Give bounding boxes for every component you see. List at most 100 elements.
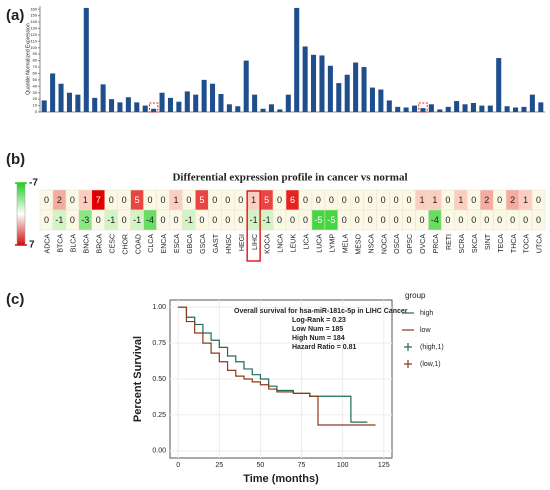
panel-label: (c): [6, 291, 24, 308]
y-tick-label: 0.25: [152, 412, 166, 419]
cell-label: -1: [55, 215, 63, 225]
x-tick-label: LICA: [304, 234, 311, 250]
cell-label: 5: [264, 195, 269, 205]
y-tick-label: 140: [30, 19, 37, 24]
bar: [277, 109, 283, 112]
bar: [420, 108, 426, 112]
bar: [412, 105, 418, 112]
cell-label: 0: [497, 215, 502, 225]
x-tick-label: MESO: [355, 233, 362, 254]
annotation: Low Num = 185: [292, 326, 343, 333]
y-tick-label: 60: [33, 71, 38, 76]
cell-label: 0: [316, 195, 321, 205]
cell-label: 0: [70, 215, 75, 225]
cell-label: 0: [109, 195, 114, 205]
bar: [378, 89, 384, 112]
y-tick-label: 0.75: [152, 340, 166, 347]
bar: [109, 99, 115, 112]
cell-label: 0: [536, 215, 541, 225]
bar: [344, 74, 350, 112]
y-tick-label: 70: [33, 64, 38, 69]
bar: [193, 94, 199, 112]
x-tick-label: 25: [215, 462, 223, 469]
bar: [66, 92, 72, 112]
y-axis-label: Percent Survival: [132, 336, 144, 422]
cell-label: 0: [510, 215, 515, 225]
cell-label: 0: [161, 215, 166, 225]
cell-label: 0: [161, 195, 166, 205]
bar: [235, 106, 241, 112]
legend-label: high: [420, 310, 433, 317]
cell-label: 0: [70, 195, 75, 205]
cell-label: -1: [263, 215, 271, 225]
cell-label: 0: [445, 215, 450, 225]
bar: [41, 100, 47, 112]
cell-label: 0: [277, 195, 282, 205]
x-tick-label: BRCA: [96, 234, 103, 254]
bar: [311, 54, 317, 112]
cell-label: 0: [212, 195, 217, 205]
y-tick-label: 0.50: [152, 376, 166, 383]
x-tick-label: RETI: [446, 234, 453, 250]
bar: [294, 7, 300, 112]
y-tick-label: 20: [33, 96, 38, 101]
bar: [184, 91, 190, 112]
cell-label: 0: [342, 195, 347, 205]
bar: [167, 97, 173, 112]
cell-label: 0: [44, 215, 49, 225]
cell-label: 0: [148, 195, 153, 205]
bar: [327, 65, 333, 112]
cell-label: 0: [368, 215, 373, 225]
bar: [538, 102, 544, 112]
y-tick-label: 120: [30, 32, 37, 37]
y-tick-label: 10: [33, 103, 38, 108]
cell-label: 0: [238, 215, 243, 225]
x-tick-label: TECA: [498, 234, 505, 253]
y-tick-label: 0: [35, 109, 38, 114]
cell-label: 0: [368, 195, 373, 205]
y-tick-label: 150: [30, 13, 37, 18]
x-tick-label: ENCA: [161, 234, 168, 254]
cell-label: 0: [471, 215, 476, 225]
y-tick-label: 160: [30, 6, 37, 11]
bar: [336, 83, 342, 112]
bar: [252, 94, 258, 112]
x-tick-label: 0: [176, 462, 180, 469]
legend-label: (high,1): [420, 344, 444, 351]
cell-label: 0: [238, 195, 243, 205]
x-tick-label: LIHC: [252, 234, 259, 250]
cell-label: 1: [173, 195, 178, 205]
x-tick-label: ESCA: [174, 234, 181, 253]
y-axis-label: Quantile Normalized Expression: [25, 23, 31, 95]
y-tick-label: 130: [30, 26, 37, 31]
bar: [428, 104, 434, 112]
cell-label: 0: [122, 195, 127, 205]
x-tick-label: PRCA: [433, 234, 440, 254]
cell-label: 0: [277, 215, 282, 225]
x-tick-label: KOCA: [265, 234, 272, 254]
bar: [218, 94, 224, 112]
highlight-box: [246, 190, 261, 262]
highlight-box: [148, 102, 159, 113]
cell-label: 0: [122, 215, 127, 225]
bar: [302, 46, 308, 112]
x-tick-label: GAST: [213, 233, 220, 253]
cell-label: 0: [186, 195, 191, 205]
cell-label: -1: [107, 215, 115, 225]
bar: [319, 55, 325, 112]
y-tick-label: 50: [33, 77, 38, 82]
bar: [445, 106, 451, 112]
panel-label: (a): [6, 7, 24, 24]
cell-label: 0: [199, 215, 204, 225]
x-tick-label: BLCA: [71, 234, 78, 253]
y-tick-label: 110: [31, 38, 38, 43]
cell-label: 0: [407, 195, 412, 205]
bar: [210, 83, 216, 112]
x-tick-label: LNCA: [278, 234, 285, 253]
survival-curve: [178, 306, 368, 423]
x-tick-label: GSCA: [200, 234, 207, 254]
bar: [159, 92, 165, 112]
chart-title: Differential expression profile in cance…: [172, 172, 407, 184]
bar: [403, 107, 409, 112]
cell-label: 0: [173, 215, 178, 225]
